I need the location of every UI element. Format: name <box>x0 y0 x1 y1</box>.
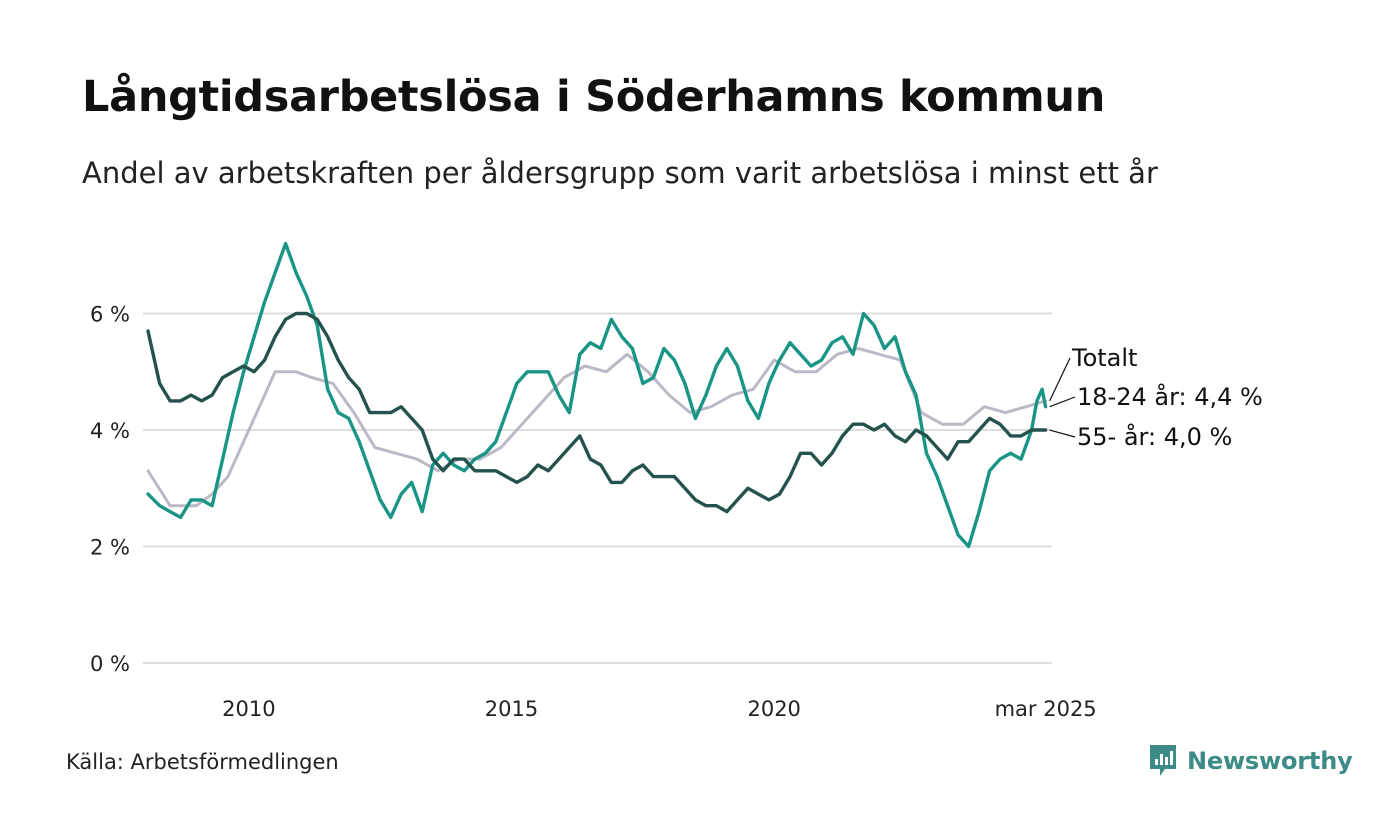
y-tick-label: 4 % <box>90 419 130 443</box>
end-label-age_55: 55- år: 4,0 % <box>1077 422 1232 451</box>
series-line-age_55 <box>146 311 1048 514</box>
x-tick-label: 2020 <box>747 697 800 721</box>
series-end-labels: Totalt 18-24 år: 4,4 % 55- år: 4,0 % <box>1049 344 1263 451</box>
gridlines <box>143 312 1052 664</box>
brand-name: Newsworthy <box>1187 747 1353 775</box>
y-tick-label: 0 % <box>90 652 130 676</box>
leader-line-totalt <box>1049 357 1071 402</box>
x-axis-tick-labels: 2010 2015 2020 mar 2025 <box>222 697 1097 721</box>
x-tick-label: 2010 <box>222 697 275 721</box>
y-tick-label: 2 % <box>90 536 130 560</box>
newsworthy-logo-icon <box>1150 745 1176 776</box>
x-tick-label: mar 2025 <box>995 697 1097 721</box>
chart-subtitle: Andel av arbetskraften per åldersgrupp s… <box>82 156 1158 190</box>
chart-title: Långtidsarbetslösa i Söderhamns kommun <box>82 72 1106 122</box>
leader-line-age_18_24 <box>1049 396 1076 408</box>
source-note: Källa: Arbetsförmedlingen <box>66 750 339 774</box>
y-axis-tick-labels: 0 % 2 % 4 % 6 % <box>90 303 130 676</box>
series-line-age_18_24 <box>146 241 1048 549</box>
series-lines <box>146 241 1048 549</box>
series-line-totalt <box>146 347 1048 508</box>
y-tick-label: 6 % <box>90 303 130 327</box>
leader-line-age_55 <box>1049 429 1076 438</box>
end-label-age_18_24: 18-24 år: 4,4 % <box>1077 382 1263 411</box>
newsworthy-logo[interactable]: Newsworthy <box>1148 743 1353 779</box>
end-label-totalt: Totalt <box>1071 344 1137 372</box>
x-tick-label: 2015 <box>485 697 538 721</box>
